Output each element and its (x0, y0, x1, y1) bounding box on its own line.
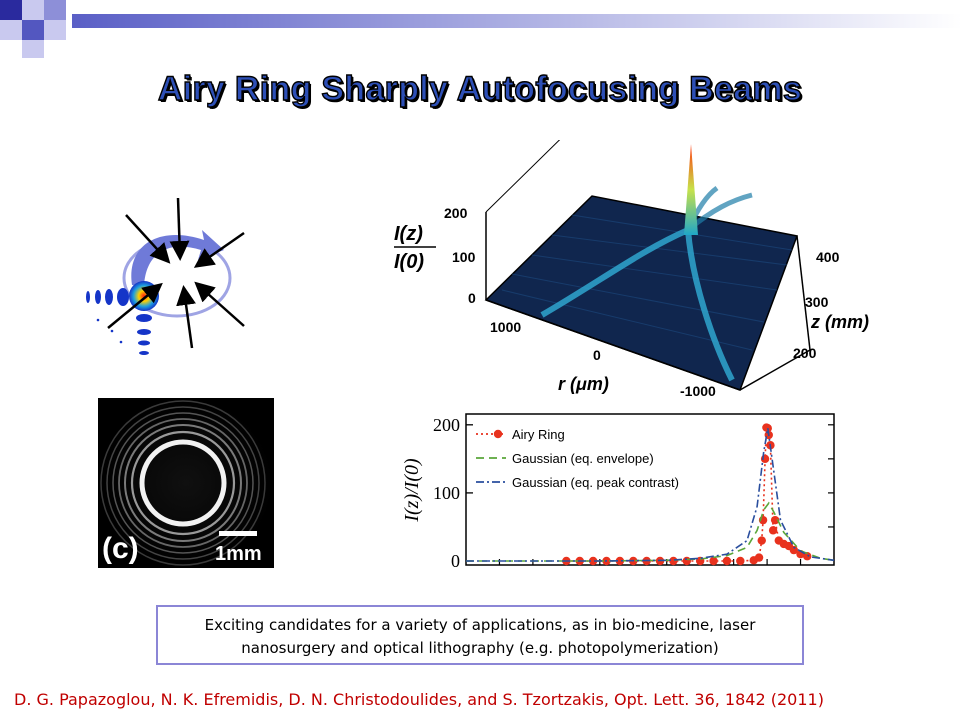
data-point (754, 553, 764, 562)
data-point (736, 556, 745, 566)
vertical-tick-label: 0 (468, 290, 476, 306)
r-axis-label: r (μm) (558, 374, 609, 394)
legend-marker (493, 429, 503, 439)
data-point (757, 536, 766, 545)
z-tick-label: 200 (793, 345, 817, 361)
y-tick-label: 100 (433, 483, 460, 503)
arrow-icon (169, 197, 190, 261)
data-point (588, 556, 598, 566)
airy-ring-photo: (c) 1mm (98, 398, 274, 568)
caption-line: Exciting candidates for a variety of app… (204, 616, 756, 634)
r-tick-label: 1000 (490, 319, 521, 335)
legend-label: Gaussian (eq. envelope) (512, 451, 654, 466)
data-point (770, 515, 780, 525)
data-point (709, 556, 718, 566)
y-tick-label: 200 (433, 415, 460, 435)
data-point (789, 545, 799, 555)
arrow-icon (107, 282, 163, 329)
y-axis-label: I(z)/I(0) (401, 458, 423, 523)
r-tick-label: -1000 (680, 383, 716, 399)
autofocus-schematic (86, 197, 245, 355)
z-tick-label: 400 (816, 249, 840, 265)
series-line (466, 501, 835, 562)
data-point (615, 556, 625, 566)
plot-frame (465, 413, 835, 566)
z-axis-label: z (mm) (810, 312, 869, 332)
z-tick-label: 300 (805, 294, 829, 310)
caption-box: Exciting candidates for a variety of app… (156, 605, 804, 665)
legend-label: Gaussian (eq. peak contrast) (512, 475, 679, 490)
vertical-tick-label: 200 (444, 205, 468, 221)
vertical-axis-label-numerator: I(z) (394, 223, 423, 245)
arrow-icon (125, 214, 171, 264)
legend-label: Airy Ring (512, 427, 565, 442)
data-point (803, 552, 812, 561)
surface-plot: I(z) I(0) 200 100 0 1000 0 -1000 r (μm) … (394, 140, 869, 399)
data-point (768, 526, 778, 535)
data-point (669, 556, 678, 566)
scale-label: 1mm (215, 543, 262, 565)
decorative-header-bar (0, 0, 960, 58)
scale-bar (219, 531, 257, 536)
series-line (466, 428, 835, 562)
panel-label: (c) (102, 532, 139, 565)
caption-line: nanosurgery and optical lithography (e.g… (241, 639, 719, 657)
reference-citation: D. G. Papazoglou, N. K. Efremidis, D. N.… (14, 690, 824, 709)
arrow-icon (193, 231, 245, 268)
intensity-line-chart: I(z)/I(0) 0 100 200 Airy Ring Gaussian (eq.… (401, 413, 835, 571)
y-tick-label: 0 (451, 551, 460, 571)
vertical-axis-label-denominator: I(0) (394, 251, 424, 273)
r-tick-label: 0 (593, 347, 601, 363)
data-point (722, 556, 732, 566)
data-point (682, 556, 691, 566)
arrow-icon (176, 285, 196, 349)
slide-title: Airy Ring Sharply Autofocusing Beams (157, 69, 803, 108)
arrow-icon (194, 281, 245, 327)
vertical-tick-label: 100 (452, 249, 476, 265)
